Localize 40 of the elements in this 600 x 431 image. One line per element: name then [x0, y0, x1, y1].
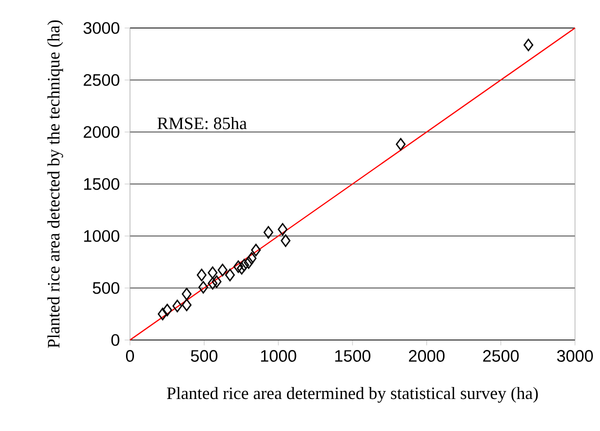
point: [246, 252, 256, 265]
point: [280, 234, 290, 247]
x-axis-title: Planted rice area determined by statistical survey (ha): [166, 386, 538, 403]
y-tick-label: 3000: [84, 22, 120, 34]
y-tick-label: 1000: [84, 230, 120, 242]
y-tick-label: 500: [92, 282, 120, 294]
point: [198, 281, 208, 294]
x-tick-label: 1000: [261, 350, 296, 362]
y-axis-title: Planted rice area detected by the technique (ha): [47, 20, 64, 348]
point: [233, 260, 244, 273]
point: [251, 244, 261, 256]
x-tick-label: 1500: [335, 350, 370, 362]
point: [162, 304, 172, 316]
point: [208, 277, 218, 290]
y-tick-label: 2500: [84, 74, 120, 86]
point: [182, 288, 192, 300]
point: [182, 298, 192, 312]
x-tick-label: 2000: [408, 350, 445, 362]
point: [212, 275, 222, 288]
annotation: RMSE: 85ha: [157, 117, 247, 130]
point: [196, 268, 207, 282]
point: [396, 138, 406, 151]
point: [158, 308, 168, 320]
point: [239, 258, 250, 272]
point: [208, 266, 218, 279]
x-tick-label: 2500: [483, 350, 519, 362]
point: [225, 268, 235, 282]
x-tick-label: 500: [190, 350, 218, 362]
x-tick-label: 0: [126, 350, 134, 362]
point: [236, 262, 247, 275]
point: [218, 264, 228, 276]
point: [244, 256, 254, 269]
y-tick-label: 1500: [84, 178, 120, 190]
y-tick-label: 0: [111, 334, 120, 346]
point: [172, 300, 182, 312]
point: [264, 226, 274, 239]
x-tick-label: 3000: [557, 350, 593, 362]
y-tick-label: 2000: [84, 126, 120, 138]
point: [278, 223, 288, 236]
point: [524, 38, 534, 52]
